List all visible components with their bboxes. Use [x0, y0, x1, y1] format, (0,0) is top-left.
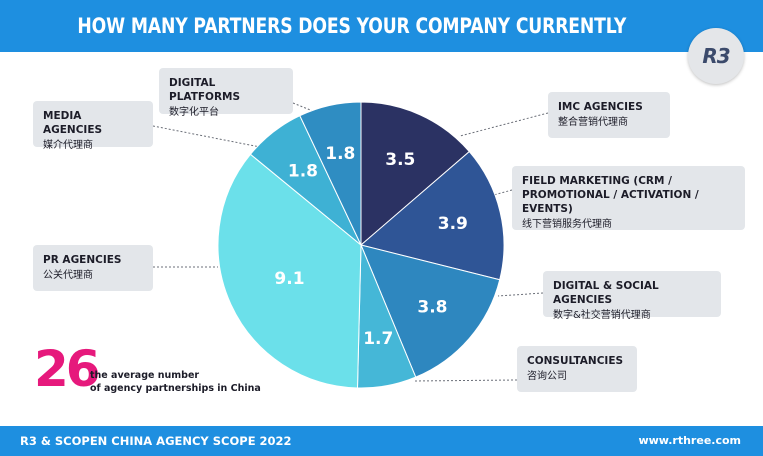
logo-text: R3	[702, 44, 730, 68]
pie-slice-digital-social-agencies	[360, 244, 501, 378]
label-field-marketing-cn: 线下营销服务代理商	[522, 219, 612, 230]
pie-value-label: 9.1	[274, 269, 304, 289]
stat-line-1: the average number	[90, 370, 200, 381]
pie-slice-digital-platforms	[299, 101, 362, 246]
label-imc-agencies-en: IMC AGENCIES	[558, 101, 643, 113]
label-consultancies-en: CONSULTANCIES	[527, 355, 624, 367]
label-field-marketing-en: FIELD MARKETING (CRM / PROMOTIONAL / ACT…	[522, 175, 699, 215]
pie-slice-imc-agencies	[360, 101, 470, 247]
connector-line	[412, 379, 518, 382]
connector-line	[497, 292, 544, 297]
footer-website-link[interactable]: www.rthree.com	[638, 434, 741, 447]
pie-slice-field-marketing-crm-promotional-activation-events	[359, 150, 505, 281]
header-bar: HOW MANY PARTNERS DOES YOUR COMPANY CURR…	[0, 0, 763, 90]
footer-source: R3 & SCOPEN CHINA AGENCY SCOPE 2022	[20, 434, 292, 448]
label-digital-social-agencies: DIGITAL & SOCIAL AGENCIES 数字&社交营销代理商	[543, 271, 721, 321]
label-imc-agencies: IMC AGENCIES 整合营销代理商	[548, 92, 670, 138]
r3-logo: R3	[688, 28, 744, 84]
connector-line	[152, 125, 261, 148]
label-media-agencies-cn: 媒介代理商	[43, 140, 93, 151]
footer-bar: R3 & SCOPEN CHINA AGENCY SCOPE 2022 www.…	[0, 426, 763, 456]
label-media-agencies: MEDIA AGENCIES 媒介代理商	[33, 101, 153, 151]
label-pr-agencies-cn: 公关代理商	[43, 270, 93, 281]
label-pr-agencies: PR AGENCIES 公关代理商	[33, 245, 153, 291]
label-field-marketing: FIELD MARKETING (CRM / PROMOTIONAL / ACT…	[512, 166, 745, 230]
label-digital-social-agencies-cn: 数字&社交营销代理商	[553, 310, 651, 321]
connector-line	[459, 112, 549, 137]
label-digital-social-agencies-en: DIGITAL & SOCIAL AGENCIES	[553, 280, 659, 306]
label-digital-platforms: DIGITAL PLATFORMS 数字化平台	[159, 68, 293, 118]
label-media-agencies-en: MEDIA AGENCIES	[43, 110, 103, 136]
label-imc-agencies-cn: 整合营销代理商	[558, 117, 628, 128]
stat-line-2: of agency partnerships in China	[90, 383, 261, 394]
pie-value-label: 3.8	[417, 298, 447, 318]
pie-slice-pr-agencies	[217, 153, 362, 389]
label-consultancies: CONSULTANCIES 咨询公司	[517, 346, 637, 392]
pie-value-label: 1.8	[325, 144, 355, 164]
pie-value-label: 1.8	[288, 162, 318, 182]
label-pr-agencies-en: PR AGENCIES	[43, 254, 122, 266]
stat-number: 26	[34, 340, 101, 398]
stat-description: the average number of agency partnership…	[90, 369, 270, 395]
label-digital-platforms-en: DIGITAL PLATFORMS	[169, 77, 241, 103]
pie-value-label: 1.7	[363, 329, 393, 349]
pie-value-label: 3.9	[438, 214, 468, 234]
page-title: HOW MANY PARTNERS DOES YOUR COMPANY CURR…	[77, 14, 627, 90]
pie-value-label: 3.5	[385, 150, 415, 170]
label-digital-platforms-cn: 数字化平台	[169, 107, 219, 118]
label-consultancies-cn: 咨询公司	[527, 371, 567, 382]
